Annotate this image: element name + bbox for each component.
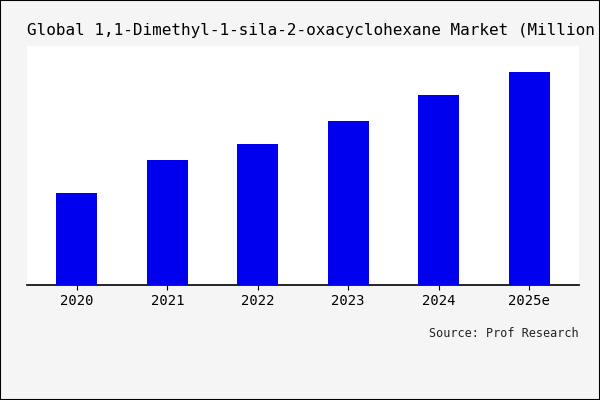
Bar	[328, 121, 368, 284]
Bar	[56, 193, 97, 284]
Bar	[509, 72, 550, 284]
Text: Source: Prof Research: Source: Prof Research	[430, 328, 579, 340]
Text: Global 1,1-Dimethyl-1-sila-2-oxacyclohexane Market (Million USD): Global 1,1-Dimethyl-1-sila-2-oxacyclohex…	[27, 23, 600, 38]
Bar	[147, 160, 188, 284]
Bar	[238, 144, 278, 284]
Bar	[418, 94, 459, 284]
